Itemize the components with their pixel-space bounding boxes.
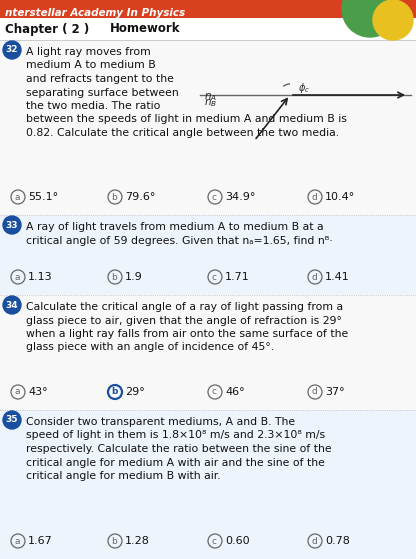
Text: Chapter ( 2 ): Chapter ( 2 ) — [5, 22, 89, 36]
Text: glass piece to air, given that the angle of refraction is 29°: glass piece to air, given that the angle… — [26, 315, 342, 325]
Text: critical angle of 59 degrees. Given that nₐ=1.65, find nᴮ·: critical angle of 59 degrees. Given that… — [26, 235, 333, 245]
Text: $\phi_c$: $\phi_c$ — [298, 81, 310, 95]
Text: medium A to medium B: medium A to medium B — [26, 60, 156, 70]
Text: a: a — [15, 537, 20, 546]
Text: c: c — [212, 272, 217, 282]
Text: Homework: Homework — [110, 22, 181, 36]
Text: 32: 32 — [5, 45, 18, 54]
Text: a: a — [15, 387, 20, 396]
Text: $n_B$: $n_B$ — [204, 97, 217, 109]
Text: speed of light in them is 1.8×10⁸ m/s and 2.3×10⁸ m/s: speed of light in them is 1.8×10⁸ m/s an… — [26, 430, 325, 440]
Text: 34.9°: 34.9° — [225, 192, 255, 202]
Text: c: c — [212, 192, 217, 201]
Text: c: c — [212, 537, 217, 546]
Text: 33: 33 — [5, 220, 18, 230]
Text: 43°: 43° — [28, 387, 47, 397]
Bar — [0, 0, 416, 18]
Text: 55.1°: 55.1° — [28, 192, 58, 202]
Text: 0.82. Calculate the critical angle between the two media.: 0.82. Calculate the critical angle betwe… — [26, 128, 339, 138]
Circle shape — [3, 411, 21, 429]
Text: 1.41: 1.41 — [325, 272, 350, 282]
Text: 29°: 29° — [125, 387, 145, 397]
Circle shape — [3, 296, 21, 314]
Text: 37°: 37° — [325, 387, 344, 397]
Bar — [0, 18, 416, 40]
Circle shape — [3, 41, 21, 59]
Text: nterstellar Academy In Physics: nterstellar Academy In Physics — [5, 8, 185, 18]
Bar — [0, 40, 416, 215]
Text: critical angle for medium A with air and the sine of the: critical angle for medium A with air and… — [26, 457, 325, 467]
Bar — [0, 215, 416, 295]
Text: a: a — [15, 272, 20, 282]
Text: 1.28: 1.28 — [125, 536, 150, 546]
Bar — [0, 410, 416, 559]
Circle shape — [373, 0, 413, 40]
Text: Calculate the critical angle of a ray of light passing from a: Calculate the critical angle of a ray of… — [26, 302, 343, 312]
Text: b: b — [111, 272, 117, 282]
Text: d: d — [312, 387, 317, 396]
Text: separating surface between: separating surface between — [26, 88, 179, 97]
Text: when a light ray falls from air onto the same surface of the: when a light ray falls from air onto the… — [26, 329, 348, 339]
Text: b: b — [111, 537, 117, 546]
Text: critical angle for medium B with air.: critical angle for medium B with air. — [26, 471, 220, 481]
Text: c: c — [212, 387, 217, 396]
Text: 1.67: 1.67 — [28, 536, 53, 546]
Text: b: b — [111, 192, 117, 201]
Text: and refracts tangent to the: and refracts tangent to the — [26, 74, 174, 84]
Text: d: d — [312, 272, 317, 282]
Text: respectively. Calculate the ratio between the sine of the: respectively. Calculate the ratio betwee… — [26, 444, 332, 454]
Text: d: d — [312, 192, 317, 201]
Text: d: d — [312, 537, 317, 546]
Text: A light ray moves from: A light ray moves from — [26, 47, 151, 57]
Text: 10.4°: 10.4° — [325, 192, 355, 202]
Text: 1.13: 1.13 — [28, 272, 53, 282]
Text: b: b — [111, 387, 118, 396]
Text: Consider two transparent mediums, A and B. The: Consider two transparent mediums, A and … — [26, 417, 295, 427]
Text: 0.60: 0.60 — [225, 536, 250, 546]
Text: 0.78: 0.78 — [325, 536, 350, 546]
Text: a: a — [15, 192, 20, 201]
Text: 46°: 46° — [225, 387, 245, 397]
Circle shape — [342, 0, 398, 37]
Text: A ray of light travels from medium A to medium B at a: A ray of light travels from medium A to … — [26, 222, 324, 232]
Text: 35: 35 — [5, 415, 18, 424]
Text: 79.6°: 79.6° — [125, 192, 155, 202]
Text: between the speeds of light in medium A and medium B is: between the speeds of light in medium A … — [26, 115, 347, 125]
Text: 1.71: 1.71 — [225, 272, 250, 282]
Text: 34: 34 — [5, 301, 18, 310]
Bar — [0, 295, 416, 410]
Text: the two media. The ratio: the two media. The ratio — [26, 101, 161, 111]
Text: $n_A$: $n_A$ — [204, 91, 217, 103]
Circle shape — [3, 216, 21, 234]
Text: 1.9: 1.9 — [125, 272, 143, 282]
Text: glass piece with an angle of incidence of 45°.: glass piece with an angle of incidence o… — [26, 343, 274, 353]
